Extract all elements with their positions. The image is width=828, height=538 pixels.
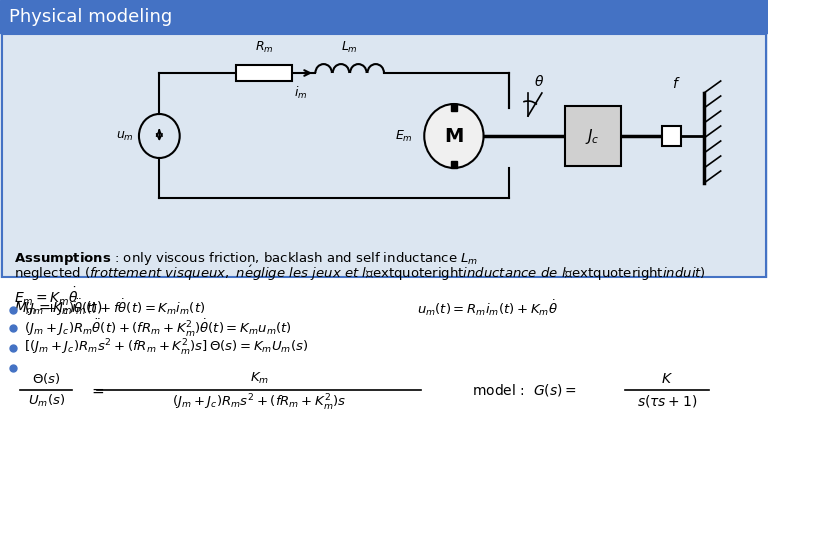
Text: $\theta$: $\theta$ bbox=[533, 74, 543, 89]
Text: $i_m$: $i_m$ bbox=[294, 85, 307, 101]
Text: neglected ($\mathit{frottement\ visqueux,\ n\acute{e}glige\ les\ jeux\ et\ l\tex: neglected ($\mathit{frottement\ visqueux… bbox=[14, 264, 705, 283]
Text: $\mathbf{Assumptions}$ : only viscous friction, backlash and self inductance $L_: $\mathbf{Assumptions}$ : only viscous fr… bbox=[14, 250, 478, 267]
Text: $K_m$: $K_m$ bbox=[249, 371, 268, 386]
Text: $E_m = K_m\dot{\theta}$: $E_m = K_m\dot{\theta}$ bbox=[14, 286, 79, 308]
Bar bbox=[236, 65, 291, 81]
Text: Physical modeling: Physical modeling bbox=[9, 8, 172, 26]
Text: $u_m$: $u_m$ bbox=[115, 130, 133, 143]
Text: $K$: $K$ bbox=[660, 372, 672, 386]
Bar bbox=[0, 0, 767, 33]
Text: $\Theta(s)$: $\Theta(s)$ bbox=[32, 371, 60, 386]
Text: $R_m$: $R_m$ bbox=[254, 40, 273, 55]
Text: $u_m(t) = R_m i_m(t) + K_m\dot{\theta}$: $u_m(t) = R_m i_m(t) + K_m\dot{\theta}$ bbox=[416, 298, 557, 318]
Text: $(J_m + J_c)\ddot{\theta}(t) + f\dot{\theta}(t) = K_m i_m(t)$: $(J_m + J_c)\ddot{\theta}(t) + f\dot{\th… bbox=[24, 298, 205, 318]
Text: $U_m(s)$: $U_m(s)$ bbox=[27, 393, 65, 409]
Bar bbox=[2, 34, 765, 277]
Text: $M_m = K_m i_m(t)$: $M_m = K_m i_m(t)$ bbox=[14, 300, 103, 317]
Text: model :  $G(s) = $: model : $G(s) = $ bbox=[472, 382, 576, 398]
Text: $(J_m + J_c)R_m\ddot{\theta}(t) + (fR_m + K_m^2)\dot{\theta}(t) = K_m u_m(t)$: $(J_m + J_c)R_m\ddot{\theta}(t) + (fR_m … bbox=[24, 317, 291, 338]
Text: $f$: $f$ bbox=[671, 76, 680, 91]
Text: $E_m$: $E_m$ bbox=[395, 129, 412, 144]
Text: $s(\tau s + 1)$: $s(\tau s + 1)$ bbox=[636, 393, 696, 409]
Circle shape bbox=[424, 104, 483, 168]
Bar bbox=[0, 278, 767, 538]
Bar bbox=[565, 106, 620, 166]
Text: $L_m$: $L_m$ bbox=[341, 40, 358, 55]
Bar bbox=[450, 161, 456, 168]
Text: M: M bbox=[444, 126, 463, 145]
Text: $[(J_m + J_c)R_m s^2 + (fR_m + K_m^2)s]\,\Theta(s) = K_m U_m(s)$: $[(J_m + J_c)R_m s^2 + (fR_m + K_m^2)s]\… bbox=[24, 338, 308, 358]
Bar bbox=[662, 126, 680, 146]
Text: $J_c$: $J_c$ bbox=[585, 126, 599, 145]
Bar bbox=[450, 104, 456, 111]
Text: $(J_m + J_c)R_m s^2 + (fR_m + K_m^2)s$: $(J_m + J_c)R_m s^2 + (fR_m + K_m^2)s$ bbox=[172, 393, 346, 413]
Bar bbox=[0, 33, 767, 278]
Text: $=$: $=$ bbox=[89, 383, 105, 398]
